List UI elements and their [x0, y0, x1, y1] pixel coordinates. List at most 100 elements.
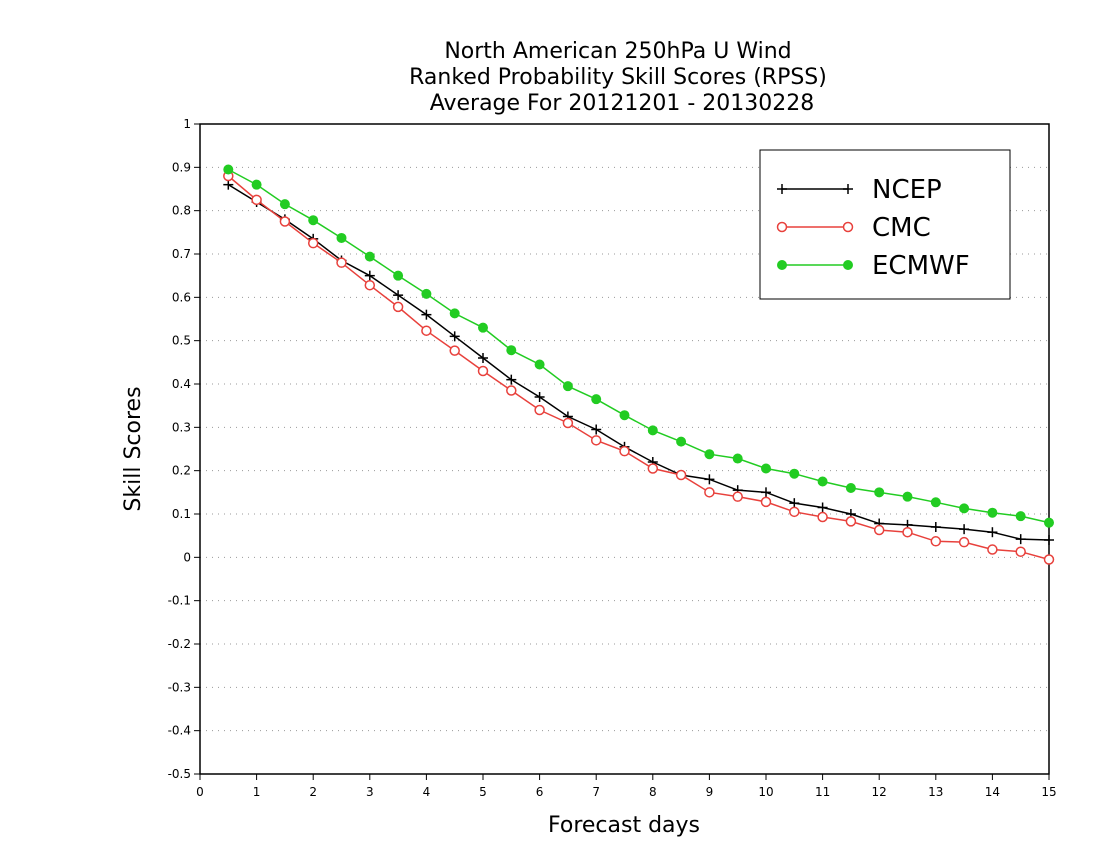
- data-point-cmc: [449, 345, 460, 356]
- legend-item-cmc: CMC: [776, 213, 931, 243]
- y-tick-label: 0.4: [172, 377, 191, 391]
- data-point-ncep: [987, 527, 998, 538]
- data-point-ncep: [421, 309, 432, 320]
- data-point-ncep: [761, 487, 771, 498]
- data-point-ecmwf: [845, 483, 856, 493]
- y-tick-label: -0.2: [168, 637, 191, 651]
- data-point-cmc: [364, 279, 376, 291]
- legend-marker-cmc: [776, 221, 788, 233]
- x-axis: 0 1 2 3 4 5 6 7 8 9 10 11 12 13 14 15: [196, 774, 1057, 799]
- y-tick-label: 0.7: [172, 247, 191, 261]
- y-tick-label: 0.9: [172, 160, 191, 174]
- legend-marker-ncep: [777, 184, 787, 194]
- x-tick-label: 1: [253, 785, 261, 799]
- data-point-cmc: [817, 511, 828, 523]
- data-point-cmc: [760, 496, 772, 508]
- data-point-cmc: [392, 301, 404, 313]
- y-axis: -0.5 -0.4 -0.3 -0.2 -0.1 0 0.1 0.2 0.3 0.4 0.5 0.6 0…: [168, 117, 200, 781]
- data-point-ncep: [393, 290, 404, 301]
- data-point-cmc: [506, 385, 517, 396]
- y-tick-label: 1: [183, 117, 191, 131]
- data-point-ncep: [478, 353, 488, 363]
- x-tick-label: 0: [196, 785, 204, 799]
- data-point-ecmwf: [421, 288, 432, 299]
- legend: NCEP CMC ECMWF: [759, 149, 1011, 300]
- data-point-ecmwf: [789, 468, 800, 479]
- legend-marker-ncep: [843, 184, 853, 194]
- x-tick-label: 3: [366, 785, 374, 799]
- data-point-ecmwf: [1015, 511, 1026, 522]
- data-point-cmc: [987, 544, 998, 555]
- data-point-ecmwf: [959, 503, 970, 514]
- x-tick-label: 10: [758, 785, 773, 799]
- x-tick-label: 14: [985, 785, 1000, 799]
- data-point-ecmwf: [817, 476, 828, 487]
- legend-item-ncep: NCEP: [777, 175, 942, 205]
- data-point-ecmwf: [478, 322, 488, 333]
- data-point-cmc: [619, 445, 630, 457]
- data-point-cmc: [704, 487, 715, 498]
- data-point-ncep: [1044, 535, 1054, 545]
- y-tick-label: 0.1: [172, 507, 191, 521]
- y-tick-label: -0.4: [168, 724, 191, 738]
- data-point-ecmwf: [647, 425, 658, 436]
- data-point-ncep: [223, 179, 234, 190]
- data-point-cmc: [307, 237, 319, 249]
- legend-marker-ecmwf: [777, 260, 787, 270]
- y-tick-label: -0.3: [168, 680, 191, 694]
- data-point-ecmwf: [393, 270, 404, 281]
- x-tick-label: 5: [479, 785, 487, 799]
- legend-item-ecmwf: ECMWF: [777, 251, 970, 281]
- data-point-ecmwf: [223, 164, 234, 175]
- data-point-ecmwf: [1044, 517, 1054, 528]
- data-point-cmc: [789, 506, 800, 518]
- y-tick-label: 0.6: [172, 290, 191, 304]
- data-point-ecmwf: [308, 215, 319, 226]
- data-point-ecmwf: [704, 449, 715, 460]
- y-axis-label: Skill Scores: [121, 386, 146, 511]
- data-point-cmc: [251, 194, 262, 206]
- chart-title: North American 250hPa U Wind Ranked Prob…: [409, 39, 827, 116]
- data-point-cmc: [902, 526, 913, 538]
- legend-label-ecmwf: ECMWF: [872, 251, 970, 281]
- legend-label-ncep: NCEP: [872, 175, 942, 205]
- data-point-cmc: [675, 469, 687, 481]
- data-point-ecmwf: [902, 491, 913, 502]
- legend-label-cmc: CMC: [872, 213, 931, 243]
- data-point-ncep: [364, 270, 375, 281]
- data-point-ecmwf: [251, 179, 262, 190]
- data-point-cmc: [279, 216, 291, 227]
- data-point-cmc: [534, 404, 545, 416]
- data-point-ecmwf: [336, 232, 347, 243]
- series-ecmwf: [223, 164, 1054, 528]
- y-tick-label: 0: [183, 550, 191, 564]
- data-point-ecmwf: [676, 436, 687, 447]
- data-point-cmc: [1043, 554, 1055, 565]
- x-tick-label: 15: [1041, 785, 1056, 799]
- data-point-ecmwf: [987, 507, 998, 518]
- x-tick-label: 2: [309, 785, 317, 799]
- data-point-ncep: [817, 502, 828, 513]
- legend-marker-ecmwf: [843, 260, 853, 270]
- data-point-ncep: [959, 524, 970, 535]
- y-tick-label: 0.8: [172, 204, 191, 218]
- data-point-ecmwf: [364, 251, 375, 262]
- legend-box: [759, 149, 1011, 300]
- data-point-cmc: [477, 365, 489, 377]
- x-tick-label: 8: [649, 785, 657, 799]
- data-point-cmc: [958, 536, 970, 548]
- data-point-ecmwf: [534, 359, 545, 370]
- plot-area-frame: [199, 123, 1050, 775]
- x-tick-label: 4: [423, 785, 431, 799]
- data-point-cmc: [873, 524, 885, 536]
- x-axis-label: Forecast days: [548, 813, 700, 838]
- data-point-cmc: [562, 417, 574, 429]
- y-tick-label: 0.5: [172, 334, 191, 348]
- data-point-ecmwf: [506, 345, 517, 356]
- data-point-ecmwf: [874, 487, 885, 498]
- y-tick-label: 0.3: [172, 420, 191, 434]
- data-point-ncep: [1015, 534, 1026, 545]
- data-point-ecmwf: [279, 199, 290, 210]
- data-point-ncep: [591, 424, 602, 435]
- data-point-ecmwf: [761, 463, 771, 474]
